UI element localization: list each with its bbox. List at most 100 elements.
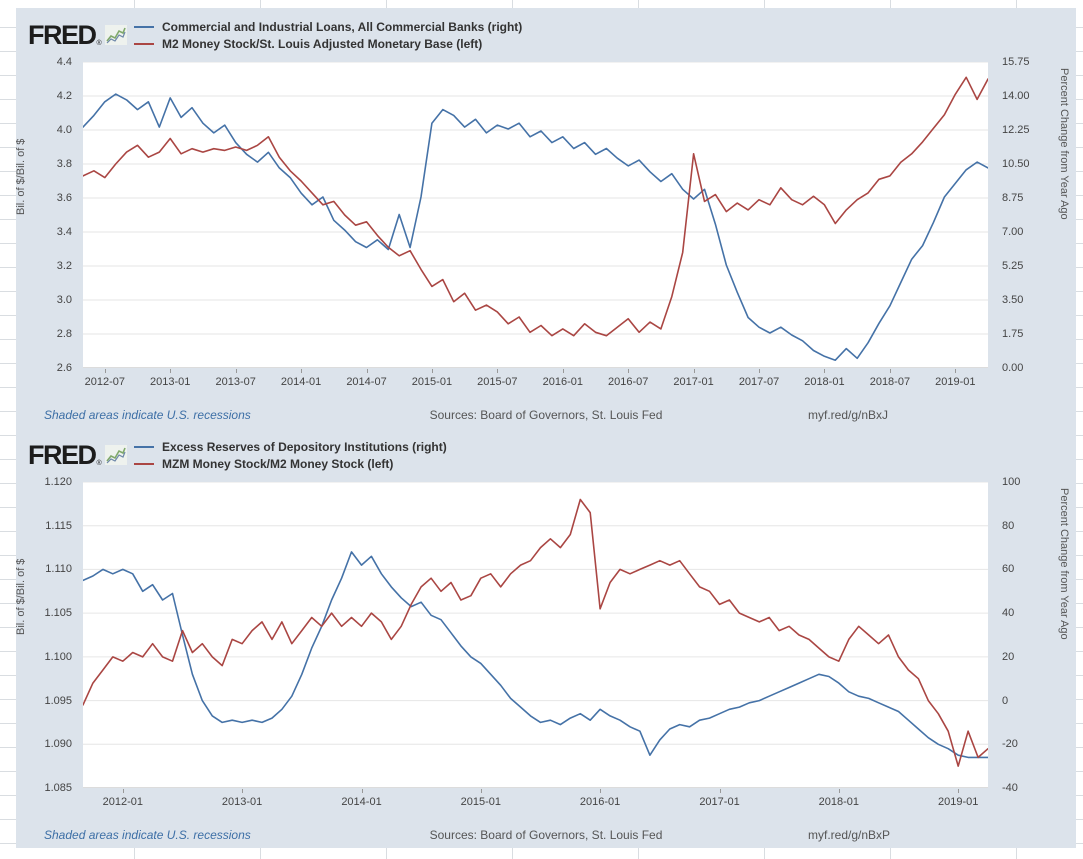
legend-item-blue: Excess Reserves of Depository Institutio… [134, 438, 447, 455]
fred-logo: FRED ® [28, 440, 127, 470]
y-tick-label: 3.4 [56, 226, 72, 238]
x-tick-label: 2016-01 [579, 796, 621, 808]
series-line-blue [83, 93, 988, 362]
recession-note: Shaded areas indicate U.S. recessions [44, 828, 251, 842]
chart-footer: Shaded areas indicate U.S. recessions So… [16, 406, 1076, 426]
x-tick-label: 2017-07 [738, 376, 780, 388]
y-tick-label: 40 [1002, 607, 1015, 620]
right-axis-ticks: 100 80 60 40 20 0 -20 -40 [996, 476, 1074, 794]
right-axis-ticks: 15.75 14.00 12.25 10.50 8.75 7.00 5.25 3.50 1.75… [996, 56, 1074, 374]
left-axis-ticks: 1.120 1.115 1.110 1.105 1.100 1.095 1.090 1.085 [16, 476, 78, 794]
y-tick-label: 3.6 [56, 192, 72, 204]
x-tick-label: 2018-01 [818, 796, 859, 808]
legend-label: MZM Money Stock/M2 Money Stock (left) [162, 456, 394, 471]
y-tick-label: 1.085 [44, 782, 72, 794]
series-line-red [83, 498, 988, 767]
fred-wordmark: FRED [28, 20, 97, 50]
y-tick-label: -20 [1002, 738, 1018, 751]
x-tick-label: 2014-01 [341, 796, 382, 808]
y-tick-label: 0.00 [1002, 362, 1024, 374]
x-tick-mark [431, 369, 433, 373]
x-tick-label: 2017-01 [699, 796, 740, 808]
chart-section-top: FRED ® Commercial and Industrial Loans, A… [15, 8, 1076, 428]
plot-area [83, 62, 988, 368]
x-tick-label: 2013-01 [221, 796, 263, 808]
x-tick-mark [104, 369, 106, 373]
right-axis-title: Percent Change from Year Ago [1058, 488, 1070, 640]
series-line-blue [83, 551, 988, 759]
x-tick-label: 2018-07 [869, 376, 911, 388]
y-tick-label: 3.50 [1002, 294, 1024, 306]
fred-shortlink[interactable]: myf.red/g/nBxP [808, 828, 891, 842]
x-tick-label: 2013-01 [150, 376, 191, 388]
y-tick-label: 3.2 [56, 260, 72, 272]
y-tick-label: 20 [1002, 650, 1015, 663]
x-tick-label: 2015-01 [460, 796, 501, 808]
blue-line-swatch [134, 25, 154, 28]
fred-shortlink[interactable]: myf.red/g/nBxJ [808, 408, 889, 422]
x-tick-label: 2019-01 [935, 376, 976, 388]
legend: Commercial and Industrial Loans, All Com… [134, 18, 522, 52]
recession-note: Shaded areas indicate U.S. recessions [44, 408, 251, 422]
legend-label: Commercial and Industrial Loans, All Com… [162, 19, 523, 34]
y-tick-label: 1.110 [45, 563, 72, 576]
sources-note: Sources: Board of Governors, St. Louis F… [429, 408, 663, 422]
sparkline-icon [104, 445, 127, 465]
x-tick-label: 2016-07 [608, 376, 649, 388]
x-tick-mark [361, 789, 363, 793]
y-tick-label: 4.2 [56, 90, 72, 102]
x-tick-mark [628, 369, 630, 373]
x-tick-mark [759, 369, 760, 373]
registered-trademark: ® [96, 40, 102, 47]
x-tick-mark [824, 369, 826, 373]
x-tick-mark [600, 789, 602, 793]
x-tick-mark [955, 369, 957, 373]
sparkline-icon [104, 25, 127, 45]
x-tick-label: 2014-01 [280, 376, 322, 388]
x-tick-mark [122, 789, 124, 793]
y-tick-label: 10.50 [1002, 158, 1030, 170]
x-tick-label: 2013-07 [215, 376, 256, 388]
y-tick-label: 2.8 [56, 328, 72, 340]
x-tick-mark [170, 369, 172, 373]
y-tick-label: 100 [1002, 476, 1021, 488]
legend-item-red: M2 Money Stock/St. Louis Adjusted Moneta… [134, 35, 522, 52]
fred-wordmark: FRED [28, 440, 97, 470]
x-tick-mark [693, 369, 695, 373]
y-tick-label: 1.105 [44, 607, 72, 620]
registered-trademark: ® [96, 460, 102, 467]
y-tick-label: 1.090 [44, 738, 72, 751]
x-tick-mark [562, 369, 564, 373]
y-tick-label: 7.00 [1002, 226, 1024, 238]
y-tick-label: 1.095 [44, 694, 72, 707]
x-tick-mark [497, 369, 499, 373]
x-tick-mark [838, 789, 840, 793]
legend-item-blue: Commercial and Industrial Loans, All Com… [134, 18, 522, 35]
fred-graph-image: FRED ® Commercial and Industrial Loans, A… [15, 8, 1076, 848]
chart-footer: Shaded areas indicate U.S. recessions So… [16, 826, 1076, 846]
x-tick-mark [719, 789, 721, 793]
legend-item-red: MZM Money Stock/M2 Money Stock (left) [134, 455, 447, 472]
x-tick-label: 2017-01 [673, 376, 714, 388]
x-tick-mark [958, 789, 960, 793]
red-line-swatch [134, 462, 154, 465]
y-tick-label: 60 [1002, 563, 1015, 576]
y-tick-label: 4.4 [56, 56, 72, 68]
y-tick-label: -40 [1002, 782, 1018, 794]
y-tick-label: 2.6 [56, 362, 72, 374]
y-tick-label: 3.0 [56, 294, 72, 306]
y-tick-label: 8.75 [1002, 192, 1024, 204]
x-tick-mark [366, 369, 368, 373]
y-tick-label: 0 [1002, 694, 1009, 707]
y-tick-label: 4.0 [56, 124, 72, 136]
x-tick-label: 2012-07 [84, 376, 125, 388]
x-tick-mark [235, 369, 237, 373]
x-tick-label: 2019-01 [938, 796, 979, 808]
x-tick-label: 2014-07 [346, 376, 387, 388]
y-tick-label: 1.100 [44, 650, 72, 663]
y-tick-label: 3.8 [56, 158, 72, 170]
y-tick-label: 5.25 [1002, 260, 1024, 272]
fred-logo: FRED ® [28, 20, 127, 50]
x-tick-mark [889, 369, 891, 373]
red-line-swatch [134, 42, 154, 45]
